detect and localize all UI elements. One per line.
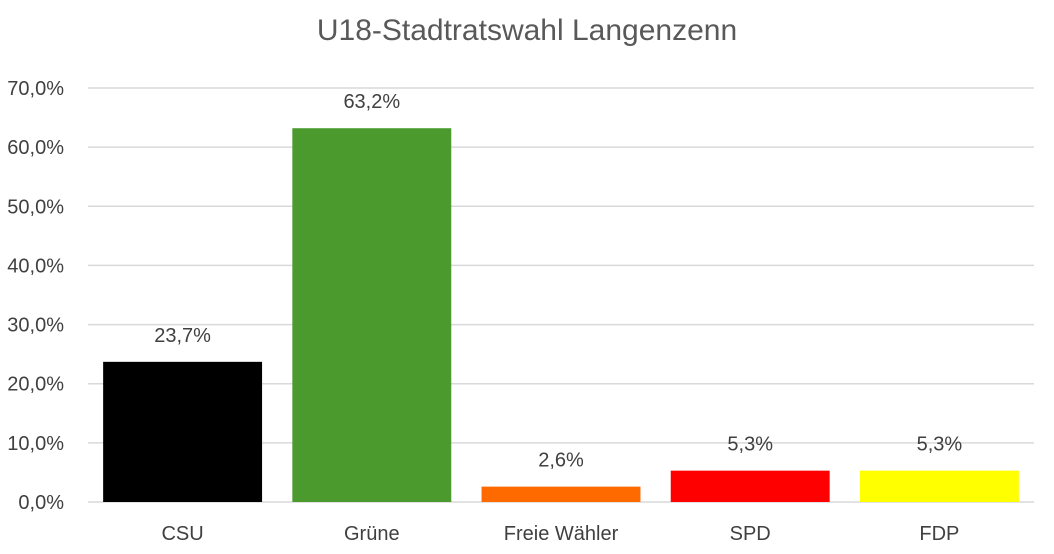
bar: [481, 486, 641, 502]
x-tick-label: Freie Wähler: [504, 523, 619, 545]
x-tick-label: FDP: [919, 523, 959, 545]
y-tick-label: 0,0%: [18, 492, 64, 514]
data-label: 5,3%: [727, 434, 773, 456]
y-tick-label: 30,0%: [7, 315, 64, 337]
data-label: 5,3%: [917, 434, 963, 456]
data-label: 23,7%: [154, 325, 211, 347]
data-label: 63,2%: [343, 91, 400, 113]
x-axis-tick-labels: CSU Grüne Freie Wähler SPD FDP: [161, 523, 959, 545]
x-tick-label: Grüne: [344, 523, 400, 545]
y-tick-label: 20,0%: [7, 374, 64, 396]
y-tick-label: 60,0%: [7, 137, 64, 159]
x-tick-label: CSU: [161, 523, 203, 545]
y-tick-label: 40,0%: [7, 255, 64, 277]
bar: [103, 361, 263, 502]
y-axis-tick-labels: 0,0% 10,0% 20,0% 30,0% 40,0% 50,0% 60,0% 70,0%: [7, 78, 64, 514]
x-tick-label: SPD: [730, 523, 771, 545]
bar: [670, 470, 830, 502]
chart-title: U18-Stadtratswahl Langenzenn: [316, 14, 738, 47]
bars: [103, 128, 1019, 502]
data-labels: 23,7% 63,2% 2,6% 5,3% 5,3%: [154, 91, 962, 471]
y-tick-label: 50,0%: [7, 196, 64, 218]
data-label: 2,6%: [538, 450, 584, 472]
y-tick-label: 70,0%: [7, 78, 64, 100]
bar: [859, 470, 1019, 502]
bar: [292, 128, 452, 502]
y-tick-label: 10,0%: [7, 433, 64, 455]
